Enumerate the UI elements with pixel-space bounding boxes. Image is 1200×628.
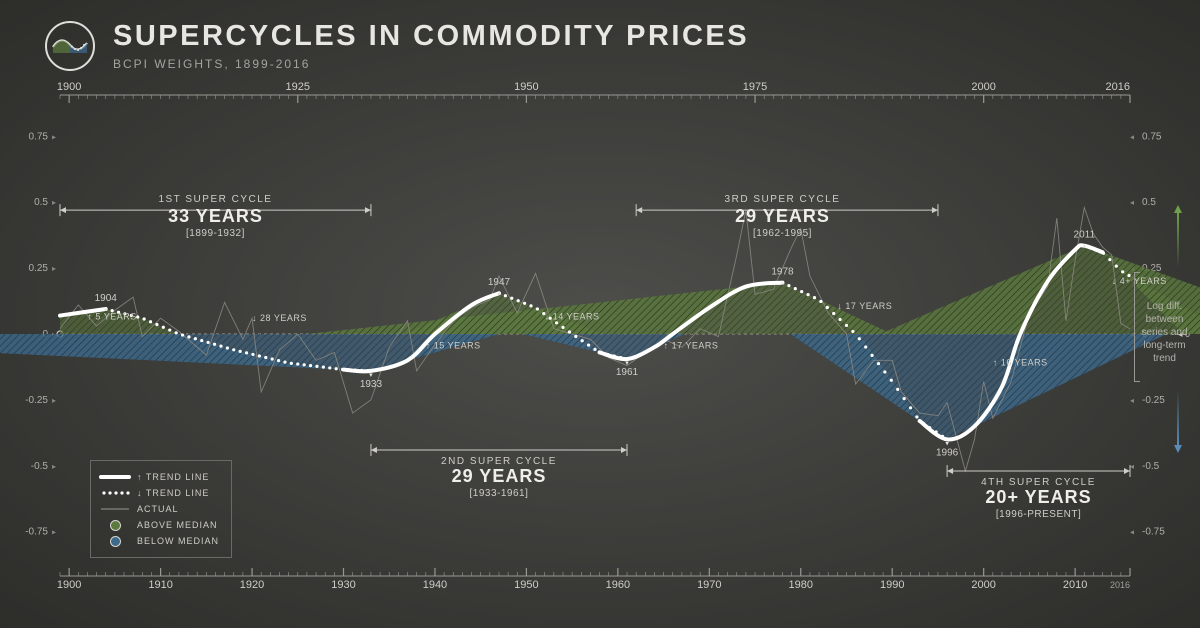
svg-text:-0.5: -0.5 (1142, 461, 1160, 472)
svg-text:-0.25: -0.25 (25, 395, 48, 406)
svg-text:1940: 1940 (423, 579, 447, 591)
svg-text:-0.25: -0.25 (1142, 395, 1165, 406)
svg-text:↓ 17 YEARS: ↓ 17 YEARS (837, 301, 892, 311)
svg-text:1910: 1910 (148, 579, 172, 591)
legend-row: BELOW MEDIAN (101, 533, 219, 549)
svg-text:[1933-1961]: [1933-1961] (470, 488, 529, 499)
svg-text:20+ YEARS: 20+ YEARS (985, 487, 1091, 507)
svg-text:2016: 2016 (1106, 81, 1130, 93)
svg-text:↑ 16 YEARS: ↑ 16 YEARS (993, 358, 1048, 368)
page-title: SUPERCYCLES IN COMMODITY PRICES (113, 20, 749, 53)
svg-text:1950: 1950 (514, 579, 538, 591)
legend-sample-icon (101, 473, 129, 481)
svg-text:▸: ▸ (52, 396, 56, 405)
legend-sample-icon (101, 489, 129, 497)
svg-text:0.5: 0.5 (1142, 197, 1156, 208)
svg-text:1960: 1960 (606, 579, 630, 591)
svg-text:1961: 1961 (616, 367, 639, 378)
svg-text:1996: 1996 (936, 447, 959, 458)
svg-text:▸: ▸ (52, 528, 56, 537)
svg-text:1904: 1904 (95, 293, 118, 304)
svg-text:▸: ▸ (52, 462, 56, 471)
svg-text:1980: 1980 (789, 579, 813, 591)
svg-text:0.25: 0.25 (29, 263, 49, 274)
svg-text:2000: 2000 (971, 579, 995, 591)
svg-text:▴: ▴ (781, 280, 785, 287)
svg-text:2010: 2010 (1063, 579, 1087, 591)
svg-text:0.75: 0.75 (1142, 131, 1162, 142)
legend-sample-icon (101, 505, 129, 513)
svg-text:▴: ▴ (497, 290, 501, 297)
svg-text:1978: 1978 (771, 267, 794, 278)
header: SUPERCYCLES IN COMMODITY PRICES BCPI WEI… (45, 20, 749, 71)
down-arrow-icon (1174, 445, 1182, 453)
svg-text:-0.75: -0.75 (1142, 527, 1165, 538)
svg-text:2011: 2011 (1074, 230, 1096, 241)
svg-text:2000: 2000 (971, 81, 995, 93)
title-block: SUPERCYCLES IN COMMODITY PRICES BCPI WEI… (113, 20, 749, 71)
svg-text:1900: 1900 (57, 81, 81, 93)
legend-label: BELOW MEDIAN (137, 536, 219, 546)
svg-text:1990: 1990 (880, 579, 904, 591)
svg-text:▾: ▾ (945, 440, 949, 447)
svg-text:▸: ▸ (52, 132, 56, 141)
legend-row: ↓ TREND LINE (101, 485, 219, 501)
page-subtitle: BCPI WEIGHTS, 1899-2016 (113, 57, 749, 71)
svg-text:1900: 1900 (57, 579, 81, 591)
svg-text:◂: ◂ (1130, 462, 1134, 471)
legend-sample-icon (101, 536, 129, 547)
svg-text:1920: 1920 (240, 579, 264, 591)
svg-text:▾: ▾ (625, 360, 629, 367)
svg-text:2016: 2016 (1110, 580, 1130, 590)
svg-text:1947: 1947 (488, 277, 511, 288)
svg-text:◂: ◂ (1130, 132, 1134, 141)
svg-text:▾: ▾ (369, 372, 373, 379)
logo-icon (45, 21, 95, 71)
svg-text:▴: ▴ (1083, 243, 1087, 250)
legend: ↑ TREND LINE ↓ TREND LINE ACTUAL ABOVE MEDI… (90, 460, 232, 558)
svg-text:↑ 17 YEARS: ↑ 17 YEARS (664, 340, 719, 350)
legend-row: ACTUAL (101, 501, 219, 517)
svg-text:▸: ▸ (52, 198, 56, 207)
legend-label: ACTUAL (137, 504, 179, 514)
svg-text:1950: 1950 (514, 81, 538, 93)
svg-text:1925: 1925 (286, 81, 310, 93)
svg-text:↑ 15 YEARS: ↑ 15 YEARS (426, 340, 481, 350)
legend-sample-icon (101, 520, 129, 531)
svg-text:0.75: 0.75 (29, 131, 49, 142)
svg-text:↑ 5 YEARS: ↑ 5 YEARS (87, 312, 136, 322)
svg-text:33 YEARS: 33 YEARS (168, 206, 263, 226)
svg-text:1930: 1930 (331, 579, 355, 591)
svg-text:-0.75: -0.75 (25, 527, 48, 538)
svg-text:1ST SUPER CYCLE: 1ST SUPER CYCLE (158, 194, 272, 205)
legend-label: ABOVE MEDIAN (137, 520, 218, 530)
svg-text:[1899-1932]: [1899-1932] (186, 228, 245, 239)
svg-text:-0.5: -0.5 (31, 461, 49, 472)
svg-text:◂: ◂ (1130, 198, 1134, 207)
svg-text:↓ 14 YEARS: ↓ 14 YEARS (545, 312, 600, 322)
up-arrow-icon (1174, 205, 1182, 213)
sidenote: Log diff. between series and long-term t… (1137, 300, 1192, 365)
svg-text:[1996-PRESENT]: [1996-PRESENT] (996, 509, 1081, 520)
legend-row: ↑ TREND LINE (101, 469, 219, 485)
svg-text:1975: 1975 (743, 81, 767, 93)
svg-text:◂: ◂ (1130, 528, 1134, 537)
svg-text:◂: ◂ (1130, 396, 1134, 405)
svg-text:↓ 28 YEARS: ↓ 28 YEARS (252, 313, 307, 323)
svg-text:[1962-1995]: [1962-1995] (753, 228, 812, 239)
svg-text:1933: 1933 (360, 379, 383, 390)
svg-text:1970: 1970 (697, 579, 721, 591)
svg-text:29 YEARS: 29 YEARS (452, 466, 547, 486)
legend-label: ↓ TREND LINE (137, 488, 209, 498)
svg-text:29 YEARS: 29 YEARS (735, 206, 830, 226)
legend-label: ↑ TREND LINE (137, 472, 209, 482)
legend-row: ABOVE MEDIAN (101, 517, 219, 533)
svg-text:3RD SUPER CYCLE: 3RD SUPER CYCLE (725, 194, 841, 205)
svg-text:▸: ▸ (52, 264, 56, 273)
svg-text:0.5: 0.5 (34, 197, 48, 208)
